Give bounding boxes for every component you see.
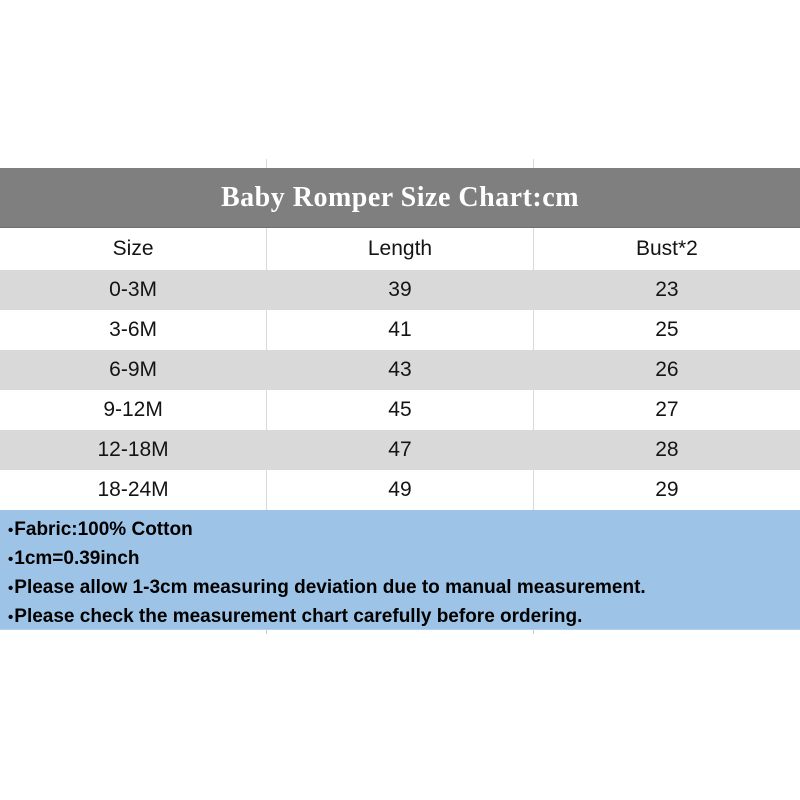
table-row: 6-9M 43 26: [0, 350, 800, 390]
note-text: 1cm=0.39inch: [14, 548, 140, 569]
table-cell-size: 3-6M: [0, 310, 267, 350]
size-table: Size Length Bust*2 0-3M 39 23 3-6M 41 25…: [0, 228, 800, 510]
table-cell-bust: 28: [532, 430, 800, 470]
note-text: Fabric:100% Cotton: [14, 519, 193, 540]
chart-title-bar: Baby Romper Size Chart:cm: [0, 168, 800, 228]
table-row: 3-6M 41 25: [0, 310, 800, 350]
bullet-icon: •: [8, 580, 14, 597]
note-line-conversion: •1cm=0.39inch: [8, 545, 790, 574]
table-cell-bust: 27: [532, 390, 800, 430]
table-cell-length: 43: [266, 350, 534, 390]
table-cell-bust: 25: [532, 310, 800, 350]
notes-panel: •Fabric:100% Cotton •1cm=0.39inch •Pleas…: [0, 510, 800, 630]
column-header-length: Length: [266, 228, 534, 270]
table-cell-length: 49: [266, 470, 534, 510]
table-cell-length: 41: [266, 310, 534, 350]
column-divider-tick: [533, 159, 534, 168]
bullet-icon: •: [8, 609, 14, 626]
table-header-row: Size Length Bust*2: [0, 228, 800, 270]
note-line-check: •Please check the measurement chart care…: [8, 603, 790, 632]
column-divider-tick: [266, 159, 267, 168]
table-cell-length: 45: [266, 390, 534, 430]
table-row: 0-3M 39 23: [0, 270, 800, 310]
column-header-bust: Bust*2: [532, 228, 800, 270]
column-divider-tick: [266, 629, 267, 634]
table-row: 12-18M 47 28: [0, 430, 800, 470]
bullet-icon: •: [8, 551, 14, 568]
note-text: Please allow 1-3cm measuring deviation d…: [14, 577, 646, 598]
table-cell-size: 9-12M: [0, 390, 267, 430]
chart-title: Baby Romper Size Chart:cm: [220, 181, 580, 213]
note-line-fabric: •Fabric:100% Cotton: [8, 516, 790, 545]
column-divider-tick: [533, 629, 534, 634]
note-line-deviation: •Please allow 1-3cm measuring deviation …: [8, 574, 790, 603]
table-cell-size: 12-18M: [0, 430, 267, 470]
table-cell-bust: 29: [532, 470, 800, 510]
table-cell-size: 18-24M: [0, 470, 267, 510]
bullet-icon: •: [8, 522, 14, 539]
table-row: 9-12M 45 27: [0, 390, 800, 430]
table-cell-size: 0-3M: [0, 270, 267, 310]
table-cell-length: 39: [266, 270, 534, 310]
table-cell-bust: 23: [532, 270, 800, 310]
note-text: Please check the measurement chart caref…: [14, 606, 583, 627]
table-row: 18-24M 49 29: [0, 470, 800, 510]
column-header-size: Size: [0, 228, 267, 270]
table-cell-size: 6-9M: [0, 350, 267, 390]
table-cell-length: 47: [266, 430, 534, 470]
table-cell-bust: 26: [532, 350, 800, 390]
